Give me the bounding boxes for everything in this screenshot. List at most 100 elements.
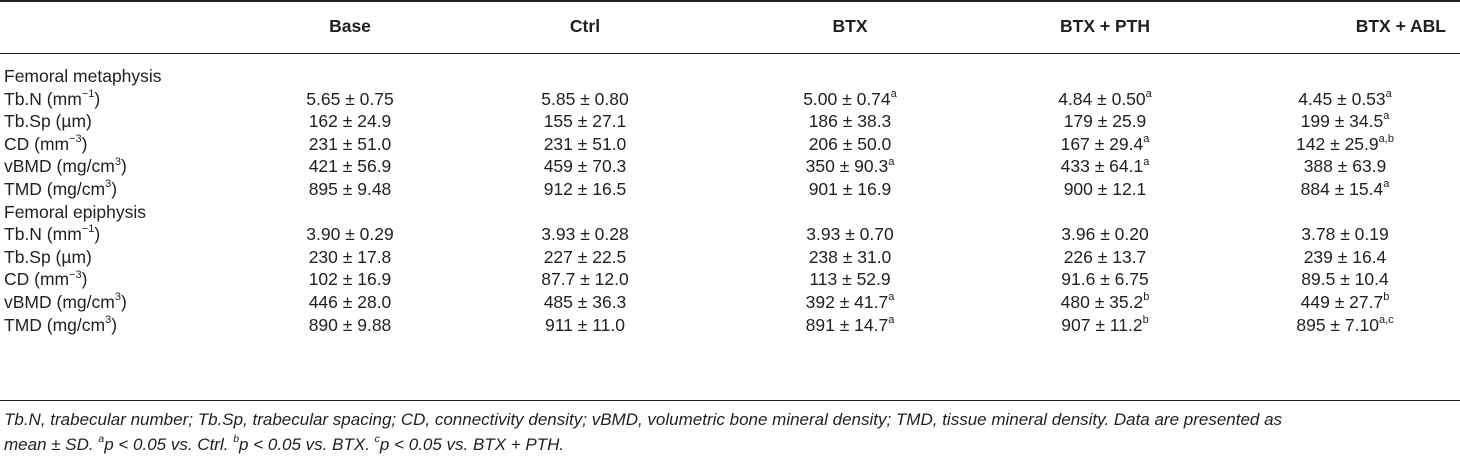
cell-value: 238 ± 31.0 <box>808 246 892 267</box>
row-label-superscript: 3 <box>114 291 121 304</box>
table-cell: 238 ± 31.0 <box>720 246 980 269</box>
table-cell: 895 ± 7.10a,c <box>1230 314 1460 337</box>
row-label-tail: ) <box>111 178 118 199</box>
table-cell: 911 ± 11.0 <box>450 314 720 337</box>
cell-value: 91.6 ± 6.75 <box>1061 269 1149 290</box>
footnote-note-text: p < 0.05 vs. BTX. <box>239 435 370 454</box>
table-cell: 901 ± 16.9 <box>720 178 980 201</box>
table-row: CD (mm−3) 231 ± 51.0 231 ± 51.0 206 ± 50.0 1… <box>0 133 1460 156</box>
cell-value: 3.93 ± 0.70 <box>806 224 894 245</box>
cell-value: 388 ± 63.9 <box>1303 156 1387 177</box>
header-cell-btx-pth: BTX + PTH <box>1060 16 1150 36</box>
table-cell: 900 ± 12.1 <box>980 178 1230 201</box>
table-cell: 5.65 ± 0.75 <box>250 88 450 111</box>
significance-marker: a <box>1385 87 1392 100</box>
table-cell: 162 ± 24.9 <box>250 110 450 133</box>
row-label-text: TMD (mg/cm <box>4 178 106 199</box>
row-label-text: CD (mm <box>4 133 70 154</box>
row-label-text: vBMD (mg/cm <box>4 291 115 312</box>
cell-value: 231 ± 51.0 <box>308 133 392 154</box>
footnote-notes: ap < 0.05 vs. Ctrl. bp < 0.05 vs. BTX. c… <box>98 433 564 454</box>
cell-value: 907 ± 11.2 <box>1061 314 1143 335</box>
table-cell: 912 ± 16.5 <box>450 178 720 201</box>
table-cell: 485 ± 36.3 <box>450 291 720 314</box>
table-cell: 884 ± 15.4a <box>1230 178 1460 201</box>
row-label-text: TMD (mg/cm <box>4 314 106 335</box>
table-cell: 179 ± 25.9 <box>980 110 1230 133</box>
table-row: vBMD (mg/cm3) 421 ± 56.9 459 ± 70.3 350 ± 9… <box>0 155 1460 178</box>
table-row: Tb.N (mm−1) 3.90 ± 0.29 3.93 ± 0.28 3.93 ± … <box>0 223 1460 246</box>
table-body: Femoral metaphysis Tb.N (mm−1) 5.65 ± 0.75… <box>0 55 1460 336</box>
row-label-superscript: −3 <box>69 268 82 281</box>
table-cell: 890 ± 9.88 <box>250 314 450 337</box>
table-cell: 167 ± 29.4a <box>980 133 1230 156</box>
cell-value: 485 ± 36.3 <box>543 291 627 312</box>
significance-marker: a <box>1383 110 1390 123</box>
significance-marker: a <box>890 87 897 100</box>
row-label: TMD (mg/cm3) <box>0 178 250 201</box>
row-label-tail: ) <box>120 156 127 177</box>
table-cell: 891 ± 14.7a <box>720 314 980 337</box>
cell-value: 3.93 ± 0.28 <box>541 224 629 245</box>
table-cell: 392 ± 41.7a <box>720 291 980 314</box>
cell-value: 5.00 ± 0.74 <box>803 88 891 109</box>
table-cell: 433 ± 64.1a <box>980 155 1230 178</box>
cell-value: 350 ± 90.3 <box>805 156 889 177</box>
row-label-tail: ) <box>94 224 101 245</box>
table-row: TMD (mg/cm3) 895 ± 9.48 912 ± 16.5 901 ± 16… <box>0 178 1460 201</box>
row-label: TMD (mg/cm3) <box>0 314 250 337</box>
section-row: Femoral epiphysis <box>0 201 1460 224</box>
table-cell: 231 ± 51.0 <box>250 133 450 156</box>
table-cell: 199 ± 34.5a <box>1230 110 1460 133</box>
row-label-text: Tb.N (mm <box>4 88 82 109</box>
table-cell: 230 ± 17.8 <box>250 246 450 269</box>
row-label: Tb.N (mm−1) <box>0 223 250 246</box>
cell-value: 900 ± 12.1 <box>1063 178 1147 199</box>
cell-value: 392 ± 41.7 <box>805 291 889 312</box>
table-cell: 227 ± 22.5 <box>450 246 720 269</box>
cell-value: 421 ± 56.9 <box>308 156 392 177</box>
table-cell: 4.45 ± 0.53a <box>1230 88 1460 111</box>
row-label-superscript: −3 <box>69 132 82 145</box>
table-cell: 3.93 ± 0.28 <box>450 223 720 246</box>
table-cell: 895 ± 9.48 <box>250 178 450 201</box>
row-label-superscript: 3 <box>105 313 112 326</box>
row-label: Tb.Sp (µm) <box>0 110 250 133</box>
header-cell-btx-abl: BTX + ABL <box>1355 16 1446 36</box>
cell-value: 231 ± 51.0 <box>543 133 627 154</box>
table-cell: 226 ± 13.7 <box>980 246 1230 269</box>
table-cell: 3.78 ± 0.19 <box>1230 223 1460 246</box>
top-rule <box>0 0 1460 2</box>
cell-value: 901 ± 16.9 <box>808 178 892 199</box>
table-cell: 5.00 ± 0.74a <box>720 88 980 111</box>
row-label-text: Tb.N (mm <box>4 224 82 245</box>
table-cell: 5.85 ± 0.80 <box>450 88 720 111</box>
footnote-mean-sd: mean ± SD. <box>4 435 94 454</box>
header-cell-label <box>0 0 250 55</box>
table-cell: 3.90 ± 0.29 <box>250 223 450 246</box>
table-cell: 350 ± 90.3a <box>720 155 980 178</box>
significance-marker: a <box>888 155 895 168</box>
row-label-tail: ) <box>120 291 127 312</box>
footnote-marker: a <box>98 433 105 446</box>
table-cell: 87.7 ± 12.0 <box>450 268 720 291</box>
cell-value: 89.5 ± 10.4 <box>1301 269 1389 290</box>
row-label: CD (mm−3) <box>0 268 250 291</box>
table-row: CD (mm−3) 102 ± 16.9 87.7 ± 12.0 113 ± 52.9… <box>0 268 1460 291</box>
cell-value: 4.84 ± 0.50 <box>1058 88 1146 109</box>
table-cell: 155 ± 27.1 <box>450 110 720 133</box>
significance-marker: a <box>888 313 895 326</box>
table-cell: 113 ± 52.9 <box>720 268 980 291</box>
row-label-superscript: −1 <box>81 87 95 100</box>
cell-value: 179 ± 25.9 <box>1063 111 1147 132</box>
table-header: Base Ctrl BTX BTX + PTH BTX + ABL <box>0 0 1460 55</box>
significance-marker: b <box>1383 291 1390 304</box>
significance-marker: a <box>1145 87 1152 100</box>
cell-value: 227 ± 22.5 <box>543 246 627 267</box>
cell-value: 891 ± 14.7 <box>805 314 889 335</box>
cell-value: 186 ± 38.3 <box>808 111 892 132</box>
table-cell: 91.6 ± 6.75 <box>980 268 1230 291</box>
row-label-tail: ) <box>111 314 118 335</box>
table-cell: 89.5 ± 10.4 <box>1230 268 1460 291</box>
cell-value: 142 ± 25.9 <box>1296 133 1379 154</box>
